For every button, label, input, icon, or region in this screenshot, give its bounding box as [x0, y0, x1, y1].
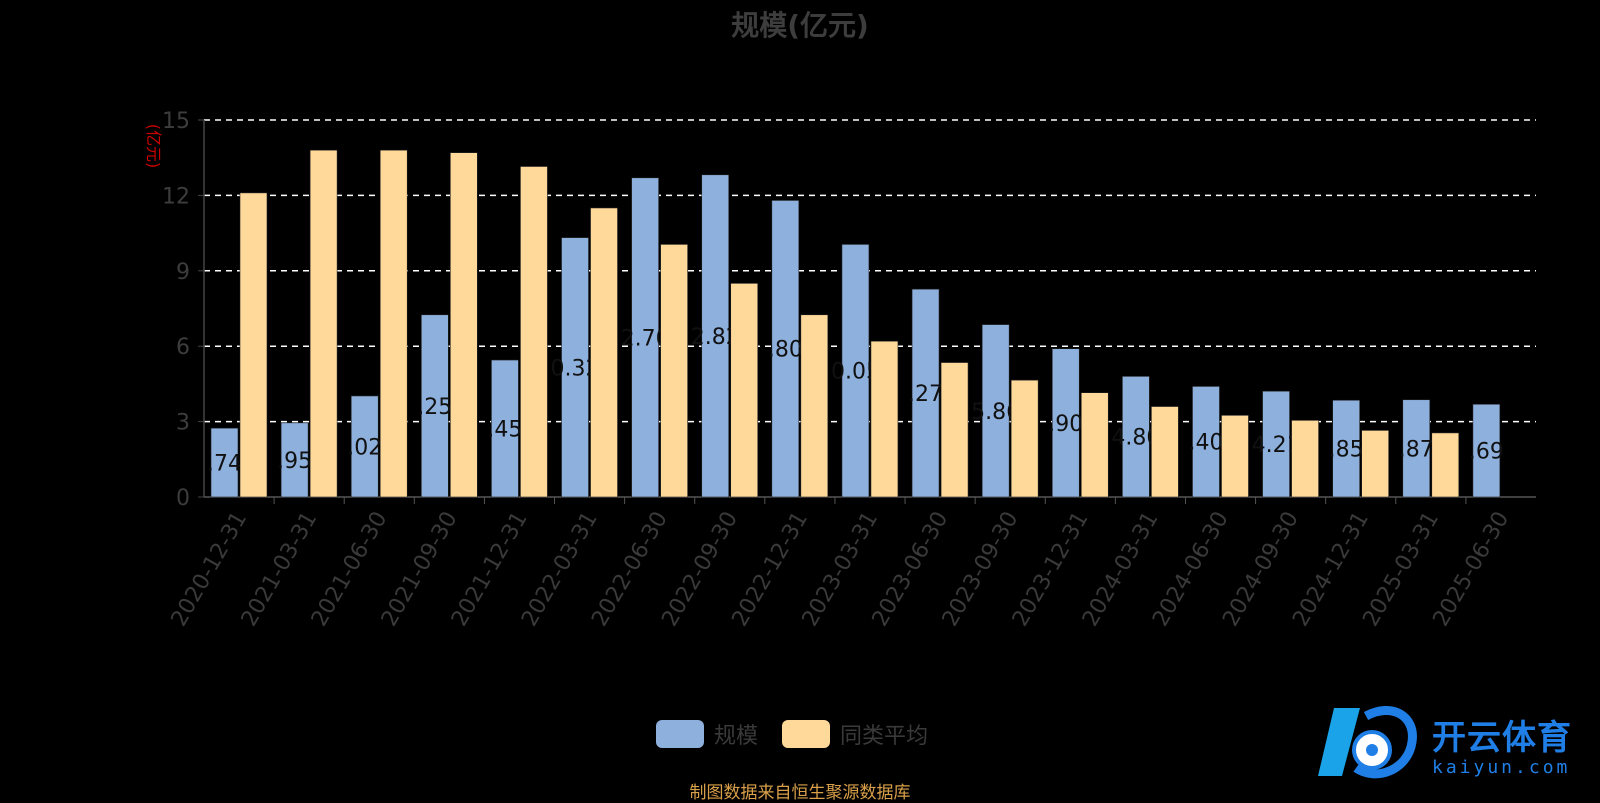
- kaiyun-logo: [1318, 706, 1417, 779]
- y-tick-label: 9: [176, 260, 190, 285]
- legend-label-scale: 规模: [714, 724, 759, 749]
- legend-label-peer-average: 同类平均: [840, 724, 929, 749]
- chart-legend: 规模 同类平均: [656, 718, 952, 750]
- bar-peer-average: [1080, 392, 1109, 498]
- legend-swatch-scale: [656, 720, 704, 748]
- bar-peer-average: [520, 166, 548, 498]
- bar-peer-average: [450, 152, 478, 498]
- bar-peer-average: [590, 207, 618, 498]
- bar-scale: [841, 244, 870, 498]
- logo-subtext: kaiyun.com: [1432, 757, 1571, 778]
- bar-data-label: .80: [768, 338, 803, 363]
- bar-scale: [1192, 386, 1220, 498]
- x-tick-label: 2025-06-30: [1429, 508, 1515, 631]
- bar-peer-average: [1361, 430, 1389, 498]
- data-source-note: 制图数据来自恒生聚源数据库: [689, 783, 911, 803]
- bar-scale: [771, 200, 800, 498]
- logo-text: 开云体育: [1432, 718, 1572, 758]
- bar-scale: [1472, 403, 1501, 498]
- bar-peer-average: [239, 192, 268, 498]
- bar-data-label: .74: [207, 452, 242, 477]
- bar-data-label: .25: [417, 395, 452, 420]
- bar-scale: [911, 288, 940, 498]
- bar-scale: [350, 395, 379, 498]
- bar-data-label: .02: [347, 435, 382, 460]
- bar-peer-average: [940, 362, 969, 498]
- bar-scale: [210, 427, 239, 498]
- bar-scale: [981, 324, 1010, 498]
- bar-data-label: .85: [1329, 438, 1364, 463]
- bar-data-label: .69: [1469, 440, 1504, 465]
- bar-peer-average: [379, 149, 408, 498]
- bar-peer-average: [309, 149, 338, 498]
- bar-peer-average: [1010, 379, 1039, 498]
- bar-scale: [631, 177, 659, 498]
- bar-data-label: .40: [1188, 431, 1223, 456]
- legend-item-scale[interactable]: 规模: [656, 718, 758, 750]
- chart-title: 规模(亿元): [731, 9, 869, 42]
- legend-swatch-peer-average: [782, 720, 831, 748]
- bar-data-label: .95: [277, 449, 312, 474]
- bar-data-label: .90: [1048, 412, 1083, 437]
- bar-peer-average: [730, 283, 759, 498]
- bar-scale: [1262, 390, 1290, 498]
- bar-peer-average: [660, 244, 688, 498]
- bar-data-label: .87: [1399, 437, 1434, 462]
- bar-peer-average: [1431, 432, 1460, 498]
- bar-scale: [1122, 376, 1150, 498]
- bar-data-label: .45: [487, 418, 522, 443]
- legend-item-peer-average[interactable]: 同类平均: [782, 718, 928, 750]
- y-tick-label: 0: [176, 486, 190, 511]
- y-axis-label: (亿元): [144, 124, 163, 169]
- bar-scale: [701, 174, 730, 498]
- bar-peer-average: [1221, 415, 1249, 498]
- bar-chart: 03691215(亿元).742020-12-31.952021-03-31.0…: [144, 109, 1536, 631]
- bar-scale: [1402, 399, 1431, 498]
- bar-scale: [421, 314, 449, 498]
- bar-scale: [561, 237, 589, 498]
- bar-data-label: .27: [908, 382, 943, 407]
- y-tick-label: 3: [176, 411, 190, 436]
- bar-scale: [491, 359, 519, 498]
- bar-scale: [280, 422, 309, 498]
- y-tick-label: 12: [162, 184, 190, 209]
- bar-peer-average: [870, 340, 899, 498]
- y-tick-label: 6: [176, 335, 190, 360]
- bar-scale: [1051, 348, 1080, 498]
- bar-scale: [1332, 399, 1360, 498]
- bar-peer-average: [800, 314, 829, 498]
- bar-peer-average: [1291, 420, 1319, 498]
- y-tick-label: 15: [162, 109, 190, 134]
- bar-peer-average: [1151, 406, 1179, 498]
